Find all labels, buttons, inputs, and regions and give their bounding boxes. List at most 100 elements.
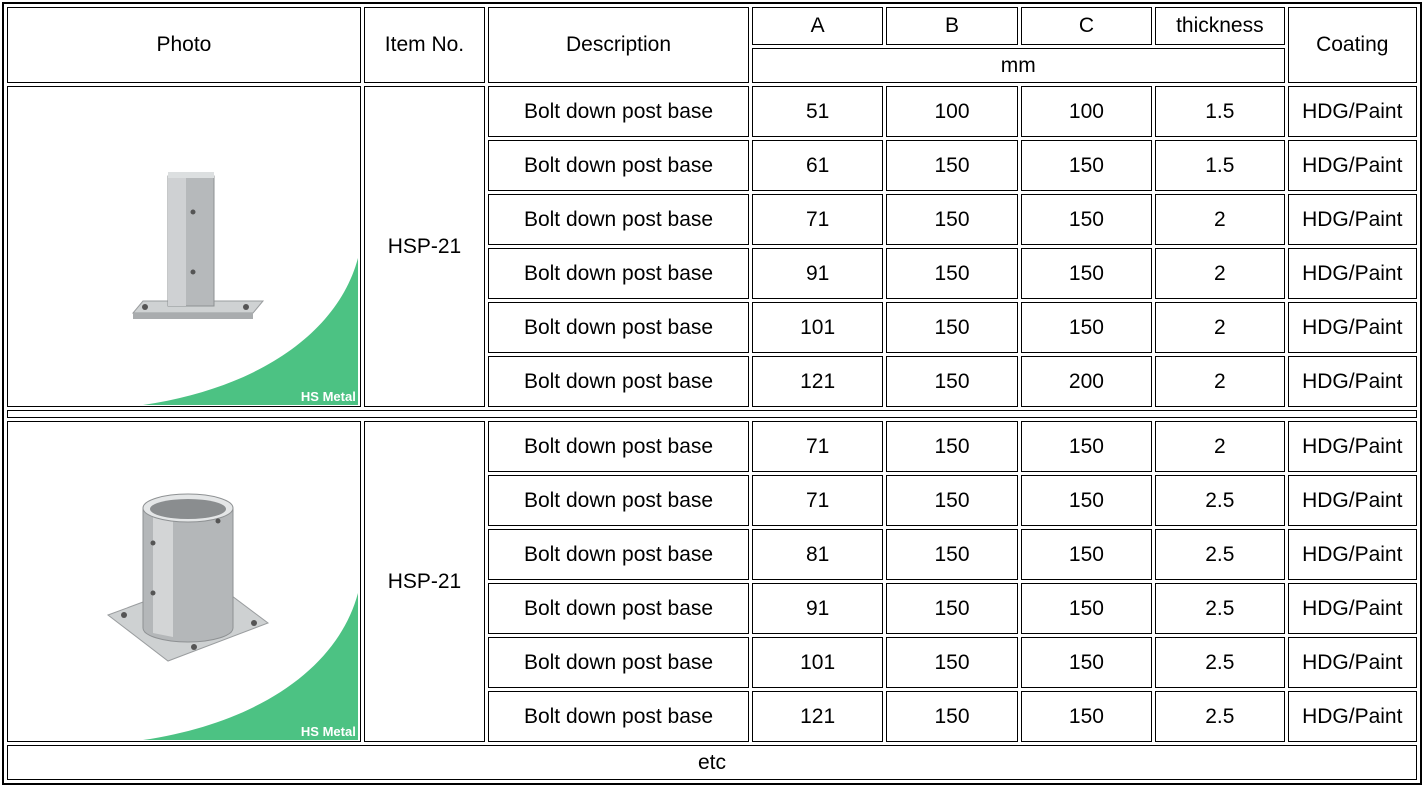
c-cell: 150 [1020, 140, 1153, 191]
b-cell: 100 [886, 86, 1018, 137]
item-number: HSP-21 [363, 86, 486, 407]
thickness-cell: 2 [1155, 248, 1285, 299]
b-cell: 150 [886, 248, 1018, 299]
header-photo: Photo [7, 7, 361, 83]
table-row: Bolt down post base 81 150 150 2.5 HDG/Paint [7, 529, 1417, 580]
group-separator [7, 410, 1417, 418]
c-cell: 150 [1020, 583, 1153, 634]
b-cell: 150 [886, 421, 1018, 472]
header-thickness: thickness [1155, 7, 1285, 45]
a-cell: 121 [751, 356, 884, 407]
a-cell: 51 [751, 86, 884, 137]
description-cell: Bolt down post base [488, 140, 749, 191]
thickness-cell: 2.5 [1155, 475, 1285, 526]
thickness-cell: 1.5 [1155, 140, 1285, 191]
c-cell: 150 [1020, 302, 1153, 353]
a-cell: 101 [751, 302, 884, 353]
coating-cell: HDG/Paint [1287, 691, 1417, 742]
coating-cell: HDG/Paint [1287, 302, 1417, 353]
header-unit-row: mm [7, 48, 1417, 83]
header-unit: mm [751, 48, 1285, 83]
footer-row: etc [7, 745, 1417, 780]
c-cell: 150 [1020, 529, 1153, 580]
b-cell: 150 [886, 637, 1018, 688]
table-row: HS Metal HSP-21 Bolt down post base 51 100 10… [7, 86, 1417, 407]
header-item-no: Item No. [363, 7, 486, 83]
coating-cell: HDG/Paint [1287, 248, 1417, 299]
b-cell: 150 [886, 529, 1018, 580]
thickness-cell: 1.5 [1155, 86, 1285, 137]
a-cell: 91 [751, 248, 884, 299]
a-cell: 91 [751, 583, 884, 634]
table-row: Bolt down post base 91 150 150 2 HDG/Paint [7, 248, 1417, 299]
thickness-cell: 2 [1155, 356, 1285, 407]
a-cell: 81 [751, 529, 884, 580]
a-cell: 61 [751, 140, 884, 191]
a-cell: 101 [751, 637, 884, 688]
thickness-cell: 2.5 [1155, 691, 1285, 742]
description-cell: Bolt down post base [488, 475, 749, 526]
c-cell: 150 [1020, 421, 1153, 472]
a-cell: 71 [751, 475, 884, 526]
coating-cell: HDG/Paint [1287, 194, 1417, 245]
a-cell: 71 [751, 194, 884, 245]
description-cell: Bolt down post base [488, 529, 749, 580]
c-cell: 150 [1020, 248, 1153, 299]
table-row: HS Metal HSP-21 Bolt down post base 71 150 15… [7, 421, 1417, 742]
description-cell: Bolt down post base [488, 302, 749, 353]
table-row: Bolt down post base 121 150 200 2 HDG/Paint [7, 356, 1417, 407]
separator-cell [7, 410, 1417, 418]
thickness-cell: 2 [1155, 194, 1285, 245]
c-cell: 150 [1020, 475, 1153, 526]
coating-cell: HDG/Paint [1287, 421, 1417, 472]
coating-cell: HDG/Paint [1287, 637, 1417, 688]
coating-cell: HDG/Paint [1287, 86, 1417, 137]
table-row: Bolt down post base 91 150 150 2.5 HDG/Paint [7, 583, 1417, 634]
photo-watermark: HS Metal [300, 389, 356, 404]
description-cell: Bolt down post base [488, 583, 749, 634]
coating-cell: HDG/Paint [1287, 140, 1417, 191]
thickness-cell: 2 [1155, 421, 1285, 472]
description-cell: Bolt down post base [488, 194, 749, 245]
coating-cell: HDG/Paint [1287, 583, 1417, 634]
header-description: Description [488, 7, 749, 83]
c-cell: 150 [1020, 194, 1153, 245]
c-cell: 150 [1020, 637, 1153, 688]
b-cell: 150 [886, 140, 1018, 191]
header-row: Photo Item No. Description A B C thickne… [7, 7, 1417, 83]
b-cell: 150 [886, 691, 1018, 742]
product-photo: HS Metal [7, 86, 361, 407]
round-post-base-photo [106, 493, 358, 740]
coating-cell: HDG/Paint [1287, 356, 1417, 407]
photo-watermark: HS Metal [300, 724, 356, 739]
thickness-cell: 2.5 [1155, 637, 1285, 688]
c-cell: 150 [1020, 691, 1153, 742]
coating-cell: HDG/Paint [1287, 475, 1417, 526]
header-c: C [1020, 7, 1153, 45]
product-photo: HS Metal [7, 421, 361, 742]
header-coating: Coating [1287, 7, 1417, 83]
b-cell: 150 [886, 356, 1018, 407]
table-row: Bolt down post base 71 150 150 2 HDG/Paint [7, 194, 1417, 245]
thickness-cell: 2.5 [1155, 529, 1285, 580]
header-a: A [751, 7, 884, 45]
spec-table: Photo Item No. Description A B C thickne… [2, 2, 1422, 785]
b-cell: 150 [886, 583, 1018, 634]
thickness-cell: 2 [1155, 302, 1285, 353]
a-cell: 71 [751, 421, 884, 472]
table-row: Bolt down post base 71 150 150 2.5 HDG/Paint [7, 475, 1417, 526]
table-row: Bolt down post base 121 150 150 2.5 HDG/Paint [7, 691, 1417, 742]
c-cell: 200 [1020, 356, 1153, 407]
thickness-cell: 2.5 [1155, 583, 1285, 634]
description-cell: Bolt down post base [488, 421, 749, 472]
description-cell: Bolt down post base [488, 356, 749, 407]
b-cell: 150 [886, 194, 1018, 245]
b-cell: 150 [886, 302, 1018, 353]
description-cell: Bolt down post base [488, 248, 749, 299]
coating-cell: HDG/Paint [1287, 529, 1417, 580]
footer-etc: etc [7, 745, 1417, 780]
description-cell: Bolt down post base [488, 691, 749, 742]
c-cell: 100 [1020, 86, 1153, 137]
a-cell: 121 [751, 691, 884, 742]
square-post-base-photo [131, 172, 358, 405]
